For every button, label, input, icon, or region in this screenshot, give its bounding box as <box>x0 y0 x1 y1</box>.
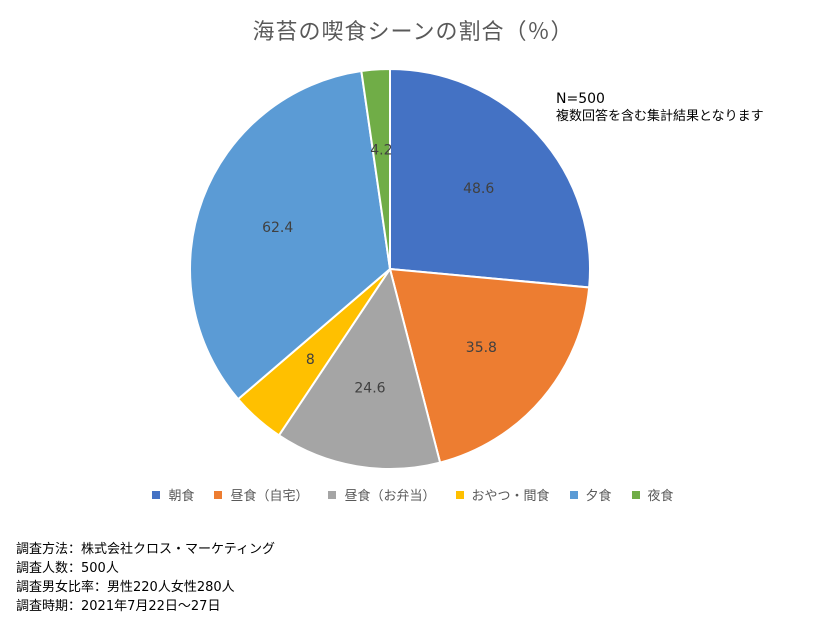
pie-slice-5 <box>189 69 392 401</box>
legend-item: おやつ・間食 <box>455 485 550 504</box>
survey-count: 調査人数：500人 <box>16 561 119 576</box>
legend-swatch-icon <box>569 491 578 499</box>
pie-slice-2 <box>388 267 591 464</box>
legend-label: 昼食（お弁当） <box>344 489 436 504</box>
legend-item: 朝食 <box>152 485 194 504</box>
legend-swatch-icon <box>455 491 464 499</box>
legend-swatch-icon <box>328 491 337 499</box>
pie-slice-3 <box>277 266 442 470</box>
legend-item: 夜食 <box>631 485 674 504</box>
legend-swatch-icon <box>152 491 161 499</box>
legend-label: 夕食 <box>585 489 612 504</box>
sample-size-note: N=500 <box>556 91 605 107</box>
slice-value-label: 62.4 <box>262 220 293 236</box>
survey-info: 調査方法：株式会社クロス・マーケティング 調査人数：500人 調査男女比率：男性… <box>16 540 275 616</box>
survey-period: 調査時期：2021年7月22日～27日 <box>16 599 221 614</box>
multiple-answer-note: 複数回答を含む集計結果となります <box>556 109 764 124</box>
legend-swatch-icon <box>631 491 640 499</box>
slice-value-label: 4.2 <box>370 142 392 158</box>
chart-title: 海苔の喫食シーンの割合（％） <box>252 20 574 45</box>
legend-label: 昼食（自宅） <box>230 489 309 504</box>
legend-swatch-icon <box>214 491 223 499</box>
pie-slice-6 <box>360 67 391 270</box>
legend-item: 夕食 <box>569 485 612 504</box>
pie-slice-1 <box>389 67 591 289</box>
survey-gender-ratio: 調査男女比率：男性220人女性280人 <box>16 580 235 595</box>
legend-label: 朝食 <box>168 489 195 504</box>
slice-value-label: 48.6 <box>463 181 494 197</box>
legend-item: 昼食（自宅） <box>214 485 308 504</box>
legend-item: 昼食（お弁当） <box>328 485 436 504</box>
slice-value-label: 35.8 <box>466 340 497 356</box>
chart-legend: 朝食 昼食（自宅） 昼食（お弁当） おやつ・間食 夕食 夜食 <box>0 485 826 504</box>
slice-value-label: 8 <box>306 352 315 368</box>
legend-label: おやつ・間食 <box>471 489 550 504</box>
survey-method: 調査方法：株式会社クロス・マーケティング <box>16 542 275 557</box>
legend-label: 夜食 <box>647 489 674 504</box>
chart-note: N=500 複数回答を含む集計結果となります <box>556 90 764 126</box>
slice-value-label: 24.6 <box>354 380 385 396</box>
